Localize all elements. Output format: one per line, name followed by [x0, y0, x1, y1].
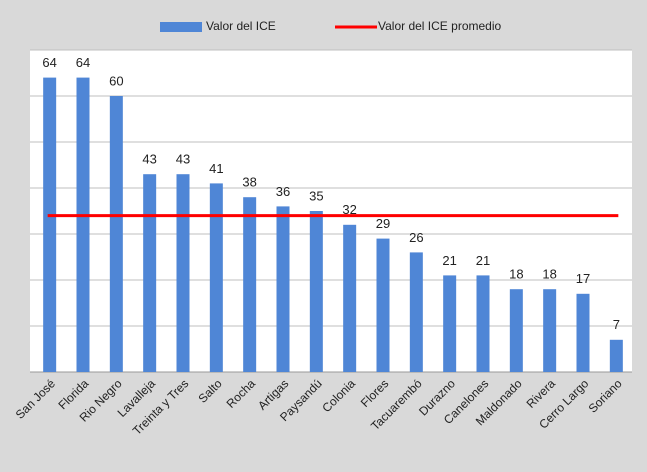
data-label: 64 — [76, 55, 90, 70]
bar — [276, 206, 290, 372]
legend-label: Valor del ICE — [206, 19, 276, 33]
bar — [176, 174, 190, 372]
plot-area — [30, 50, 632, 372]
data-label: 21 — [476, 253, 490, 268]
bar — [509, 289, 523, 372]
data-label: 35 — [309, 188, 323, 203]
data-label: 41 — [209, 161, 223, 176]
legend-swatch — [160, 22, 202, 32]
bar — [109, 96, 123, 372]
data-label: 26 — [409, 230, 423, 245]
bar — [476, 275, 490, 372]
data-label: 17 — [576, 271, 590, 286]
data-label: 18 — [542, 267, 556, 282]
data-label: 29 — [376, 216, 390, 231]
bar — [576, 293, 590, 372]
bar — [443, 275, 457, 372]
bar — [309, 211, 323, 372]
bar — [609, 339, 623, 372]
data-label: 43 — [176, 152, 190, 167]
data-label: 32 — [342, 202, 356, 217]
bar — [209, 183, 223, 372]
bar — [543, 289, 557, 372]
data-label: 21 — [442, 253, 456, 268]
bar — [43, 77, 57, 372]
data-label: 36 — [276, 184, 290, 199]
bar — [143, 174, 157, 372]
legend-label: Valor del ICE promedio — [378, 19, 501, 33]
data-label: 64 — [42, 55, 56, 70]
data-label: 7 — [613, 317, 620, 332]
bar — [76, 77, 90, 372]
bar — [409, 252, 423, 372]
data-label: 18 — [509, 267, 523, 282]
data-label: 43 — [142, 152, 156, 167]
bar — [243, 197, 257, 372]
bar — [343, 224, 357, 372]
data-label: 60 — [109, 73, 123, 88]
data-label: 38 — [242, 175, 256, 190]
bar — [376, 238, 390, 372]
